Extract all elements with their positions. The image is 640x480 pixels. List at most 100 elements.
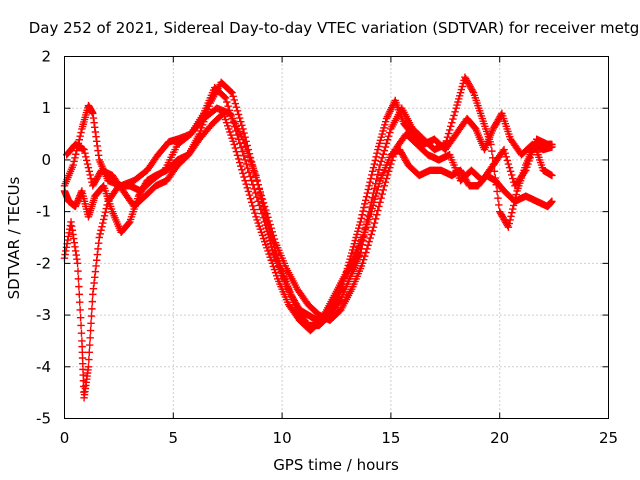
plus-marker [240, 152, 248, 160]
plus-marker [76, 132, 84, 140]
plus-marker [82, 153, 90, 161]
plus-marker [247, 158, 256, 166]
plus-marker [250, 205, 258, 214]
plus-marker [76, 306, 84, 314]
plus-marker [381, 178, 390, 186]
plus-marker [377, 194, 385, 202]
plus-marker [239, 125, 247, 133]
plus-marker [259, 199, 268, 207]
plus-marker [376, 161, 384, 169]
series-track-4 [62, 78, 556, 324]
plus-marker [73, 259, 82, 268]
plus-marker [253, 216, 261, 224]
plus-marker [363, 245, 371, 253]
plus-marker [364, 185, 372, 194]
plus-marker [506, 167, 515, 176]
plus-marker [493, 187, 501, 196]
x-tick-label: 10 [273, 429, 292, 447]
plus-marker [380, 146, 389, 155]
plus-marker [354, 224, 363, 232]
plus-marker [97, 226, 105, 234]
plus-marker [527, 151, 535, 159]
plus-marker [238, 121, 246, 129]
plus-marker [84, 363, 93, 371]
plus-marker [72, 150, 80, 158]
plus-marker [358, 259, 367, 268]
plus-marker [226, 128, 234, 136]
plus-marker [444, 129, 453, 138]
plus-marker [502, 153, 510, 161]
plus-marker [371, 215, 380, 223]
plus-marker [243, 184, 251, 192]
plus-marker [370, 198, 378, 207]
plus-marker [198, 121, 207, 129]
plus-marker [196, 127, 205, 135]
x-tick-label: 15 [381, 429, 400, 447]
plus-marker [266, 253, 274, 261]
plus-marker [257, 191, 266, 200]
axis-ticks [64, 56, 609, 419]
plus-marker [375, 180, 383, 188]
plus-marker [372, 153, 380, 161]
plus-marker [201, 114, 209, 123]
plus-marker [488, 147, 496, 155]
plus-marker [101, 208, 110, 216]
plus-marker [239, 169, 247, 178]
plus-marker [382, 139, 391, 148]
plus-marker [366, 234, 374, 242]
plus-marker [376, 198, 384, 207]
plus-marker [456, 89, 465, 97]
plus-marker [195, 130, 204, 138]
plus-marker [249, 162, 257, 170]
plus-marker [271, 268, 280, 277]
plus-marker [270, 235, 279, 243]
plus-marker [487, 140, 495, 149]
plus-marker [86, 341, 94, 349]
plus-marker [237, 162, 245, 170]
plus-marker [355, 221, 364, 229]
plus-marker [369, 223, 378, 231]
plus-marker [230, 140, 238, 149]
plus-marker [272, 272, 281, 280]
series-track-2 [60, 73, 556, 402]
plus-marker [75, 136, 83, 144]
plus-marker [240, 173, 248, 181]
plus-marker [448, 118, 456, 127]
y-tick-label: -2 [36, 254, 51, 272]
plus-marker [256, 188, 265, 196]
plus-marker [270, 265, 279, 274]
plus-marker [77, 329, 86, 337]
plus-marker [451, 108, 459, 116]
plus-marker [378, 130, 386, 138]
plus-marker [377, 157, 385, 166]
plus-marker [80, 145, 88, 154]
plus-marker [382, 174, 391, 183]
plus-marker [242, 180, 250, 188]
plus-marker [523, 163, 531, 171]
plus-marker [455, 92, 464, 100]
plus-marker [86, 326, 95, 335]
plus-marker [378, 154, 386, 162]
plus-marker [234, 110, 243, 119]
plus-marker [454, 98, 462, 106]
plus-marker [242, 137, 250, 146]
plus-marker [358, 211, 366, 219]
plus-marker [371, 156, 379, 165]
y-tick-label: -3 [36, 306, 51, 324]
plus-marker [526, 154, 534, 162]
plus-marker [386, 128, 394, 137]
plus-marker [266, 220, 274, 229]
plus-marker [359, 207, 367, 215]
plus-marker [441, 140, 449, 149]
y-tick-label: -5 [36, 410, 51, 428]
plus-marker [376, 136, 385, 144]
plus-marker [251, 170, 259, 178]
y-tick-labels: -5 -4 -3 -2 -1 0 1 2 [36, 48, 51, 428]
plus-marker [367, 207, 376, 216]
plus-marker [387, 160, 395, 168]
plus-marker [99, 219, 107, 227]
plus-marker [252, 173, 260, 182]
plus-marker [83, 160, 92, 168]
plus-marker [204, 105, 212, 113]
plus-marker [390, 149, 398, 157]
